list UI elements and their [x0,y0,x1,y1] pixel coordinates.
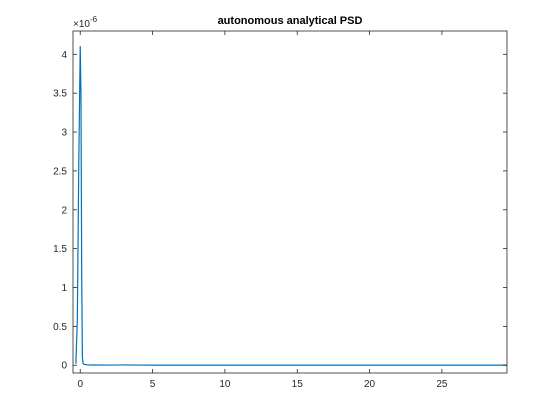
x-tick-label: 5 [150,379,156,390]
x-tick-label: 20 [364,379,376,390]
series-layer [75,45,507,366]
psd-series-line [75,45,507,366]
y-exponent-base: ×10 [73,19,90,30]
x-tick-label: 10 [219,379,231,390]
y-tick-label: 4 [61,50,67,61]
y-tick-label: 0 [61,361,67,372]
x-tick-label: 15 [292,379,304,390]
axes-box [72,30,508,374]
x-tick-label: 0 [77,379,83,390]
y-exponent-power: -6 [90,15,98,24]
x-axis-ticks: 0 5 10 15 20 25 [77,31,448,390]
chart-title: autonomous analytical PSD [218,15,363,27]
y-tick-label: 2 [61,205,67,216]
y-tick-label: 2.5 [53,166,67,177]
y-axis-ticks: 0 0.5 1 1.5 2 2.5 3 3.5 4 [53,50,507,372]
y-tick-label: 3 [61,128,67,139]
y-tick-label: 0.5 [53,322,67,333]
y-tick-label: 3.5 [53,89,67,100]
x-tick-label: 25 [436,379,448,390]
y-tick-label: 1 [61,283,67,294]
axes-background [73,31,507,373]
y-exponent-label: ×10-6 [73,15,98,30]
y-tick-label: 1.5 [53,244,67,255]
